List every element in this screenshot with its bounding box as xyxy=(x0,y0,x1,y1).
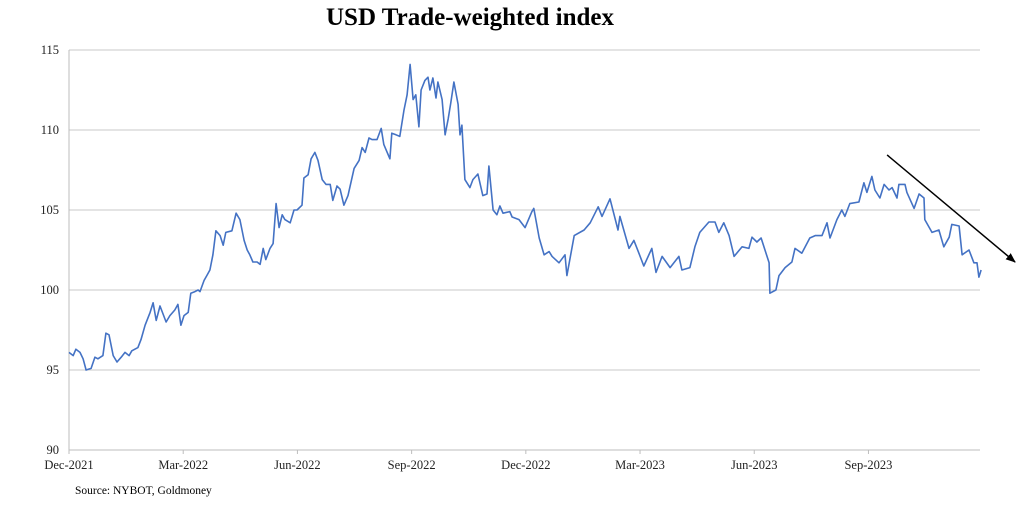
y-tick-label: 105 xyxy=(40,203,59,217)
series-line xyxy=(68,63,982,371)
gridlines xyxy=(69,49,980,371)
annotations xyxy=(886,154,1016,263)
y-tick-label: 90 xyxy=(47,443,60,457)
x-tick-label: Jun-2022 xyxy=(274,458,321,472)
source-note: Source: NYBOT, Goldmoney xyxy=(75,485,212,497)
chart-title: USD Trade-weighted index xyxy=(326,4,614,31)
axes xyxy=(68,50,980,451)
x-tick-label: Sep-2022 xyxy=(388,458,436,472)
y-tick-label: 110 xyxy=(41,123,59,137)
series-layer xyxy=(68,63,982,371)
y-tick-label: 100 xyxy=(40,283,59,297)
x-tick-label: Dec-2022 xyxy=(501,458,550,472)
x-tick-label: Mar-2022 xyxy=(158,458,208,472)
y-tick-label: 115 xyxy=(41,43,59,57)
x-tick-label: Sep-2023 xyxy=(844,458,892,472)
y-axis-ticks: 90 95 100 105 110 115 xyxy=(40,43,59,457)
x-tick-label: Dec-2021 xyxy=(44,458,93,472)
x-tick-label: Jun-2023 xyxy=(731,458,778,472)
trend-arrow xyxy=(886,154,1016,263)
x-axis-ticks: Dec-2021 Mar-2022 Jun-2022 Sep-2022 Dec-2022… xyxy=(44,450,892,472)
y-tick-label: 95 xyxy=(47,363,60,377)
x-tick-label: Mar-2023 xyxy=(615,458,665,472)
